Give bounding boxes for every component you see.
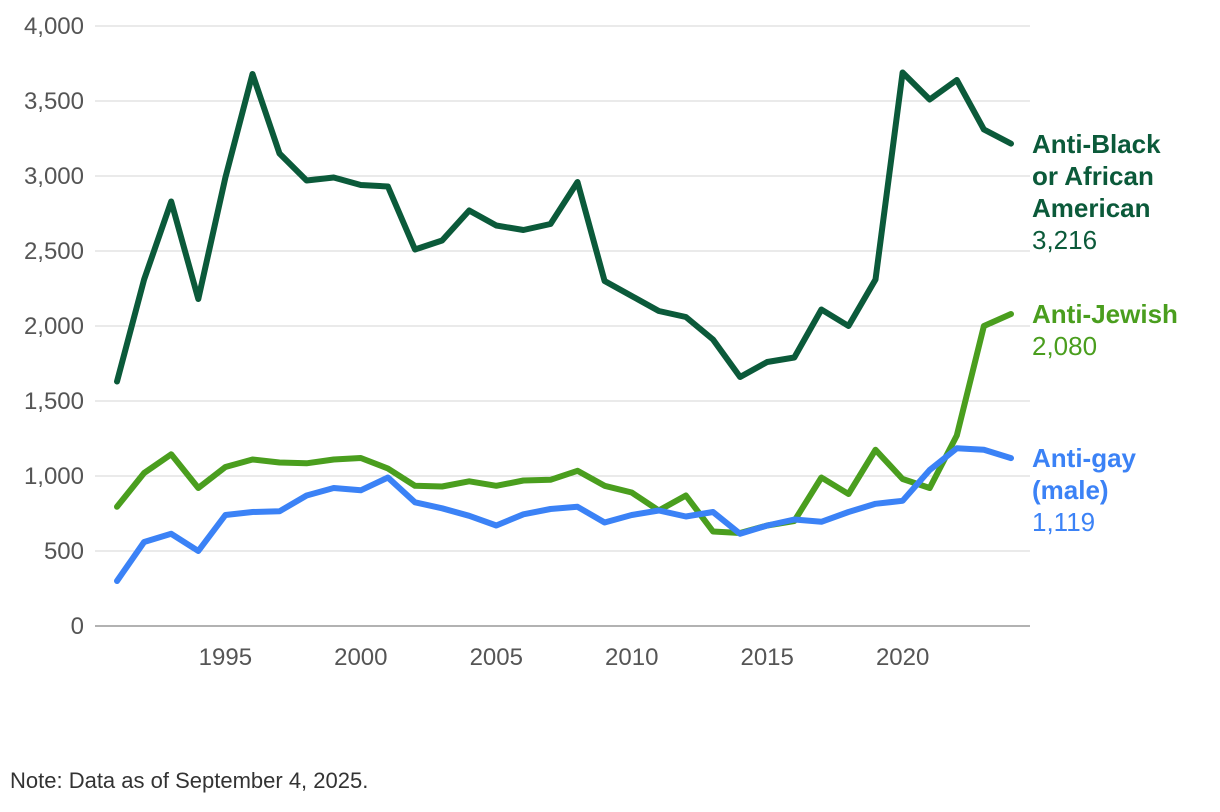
- end-label-anti-gay-male: Anti-gay: [1032, 443, 1137, 473]
- y-tick-label: 3,000: [24, 163, 84, 190]
- x-tick-label: 2005: [470, 644, 523, 671]
- series-line-anti-jewish: [114, 311, 1014, 536]
- x-tick-label: 2020: [876, 644, 929, 671]
- end-label-anti-jewish: Anti-Jewish: [1032, 299, 1178, 329]
- end-value-anti-black-or-african-american: 3,216: [1032, 225, 1097, 255]
- series-line-anti-black-or-african-american: [114, 69, 1014, 385]
- series-lines: [114, 69, 1014, 584]
- footnote: Note: Data as of September 4, 2025.: [10, 768, 369, 793]
- y-tick-label: 4,000: [24, 13, 84, 40]
- end-value-anti-jewish: 2,080: [1032, 331, 1097, 361]
- x-tick-label: 2000: [334, 644, 387, 671]
- y-tick-label: 0: [71, 613, 84, 640]
- gridlines: [95, 25, 1030, 627]
- x-tick-label: 2010: [605, 644, 658, 671]
- y-tick-label: 500: [44, 538, 84, 565]
- end-label-anti-black-or-african-american: American: [1032, 193, 1151, 223]
- end-label-anti-black-or-african-american: Anti-Black: [1032, 129, 1161, 159]
- series-line-anti-gay-male: [114, 445, 1014, 584]
- y-tick-label: 2,500: [24, 238, 84, 265]
- x-axis-ticks: 1995 2000 2005 2010 2015 2020: [199, 644, 930, 671]
- x-tick-label: 1995: [199, 644, 252, 671]
- y-axis-ticks: 0 500 1,000 1,500 2,000 2,500 3,000 3,500 4,000: [24, 13, 84, 640]
- end-label-anti-gay-male: (male): [1032, 475, 1109, 505]
- y-tick-label: 1,500: [24, 388, 84, 415]
- y-tick-label: 1,000: [24, 463, 84, 490]
- end-value-anti-gay-male: 1,119: [1032, 507, 1095, 537]
- end-label-anti-black-or-african-american: or African: [1032, 161, 1154, 191]
- y-tick-label: 3,500: [24, 88, 84, 115]
- line-chart: 05001,0001,5002,0002,5003,0003,5004,000 …: [24, 13, 1178, 671]
- y-tick-label: 2,000: [24, 313, 84, 340]
- x-tick-label: 2015: [740, 644, 793, 671]
